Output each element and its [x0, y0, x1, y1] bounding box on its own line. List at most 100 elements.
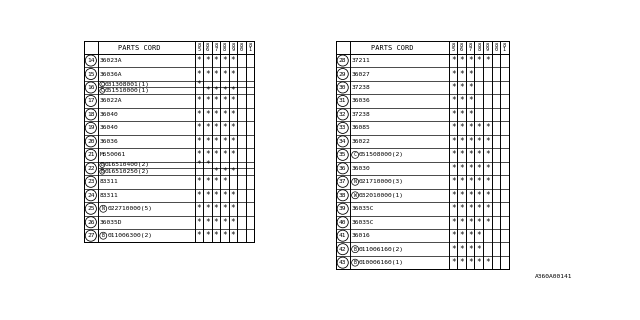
Text: 8
6: 8 6 [206, 43, 209, 52]
Text: *: * [205, 160, 210, 170]
Text: *: * [460, 124, 464, 132]
Text: 28: 28 [339, 58, 346, 63]
Text: 30: 30 [339, 85, 346, 90]
Text: 8
5: 8 5 [197, 43, 200, 52]
Text: *: * [460, 137, 464, 146]
Text: 011006300(2): 011006300(2) [107, 233, 152, 238]
Text: *: * [231, 86, 236, 95]
Text: *: * [468, 191, 472, 200]
Text: 32: 32 [339, 112, 346, 117]
Text: 16: 16 [87, 85, 95, 90]
Text: *: * [196, 137, 201, 146]
Text: *: * [460, 69, 464, 78]
Text: B: B [100, 163, 104, 167]
Text: *: * [485, 191, 490, 200]
Text: *: * [468, 231, 472, 240]
Text: 8
5: 8 5 [452, 43, 455, 52]
Text: *: * [485, 137, 490, 146]
Text: *: * [451, 137, 456, 146]
Text: *: * [476, 150, 481, 159]
Text: *: * [214, 231, 218, 240]
Text: *: * [468, 258, 472, 267]
Text: *: * [205, 86, 210, 95]
Text: 39: 39 [339, 206, 346, 211]
Text: *: * [451, 96, 456, 106]
Text: 25: 25 [87, 206, 95, 211]
Text: 016510250(2): 016510250(2) [105, 169, 150, 174]
Text: 42: 42 [339, 247, 346, 252]
Text: 24: 24 [87, 193, 95, 198]
Text: N: N [354, 179, 356, 184]
Text: *: * [222, 137, 227, 146]
Text: 20: 20 [87, 139, 95, 144]
Text: 31: 31 [339, 99, 346, 103]
Text: *: * [485, 177, 490, 186]
Text: *: * [205, 150, 210, 159]
Text: *: * [222, 167, 227, 176]
Text: 37211: 37211 [351, 58, 371, 63]
Text: 18: 18 [87, 112, 95, 117]
Text: *: * [222, 96, 227, 106]
Text: 35: 35 [339, 152, 346, 157]
Text: 17: 17 [87, 99, 95, 103]
Text: 36036A: 36036A [100, 71, 122, 76]
Text: 33: 33 [339, 125, 346, 131]
Text: M550061: M550061 [100, 152, 126, 157]
Text: *: * [231, 150, 236, 159]
Text: 36035C: 36035C [351, 220, 374, 225]
Text: *: * [196, 191, 201, 200]
Text: *: * [485, 124, 490, 132]
Text: *: * [451, 258, 456, 267]
Text: *: * [205, 96, 210, 106]
Text: *: * [231, 204, 236, 213]
Text: *: * [214, 56, 218, 65]
Text: *: * [468, 96, 472, 106]
Text: 29: 29 [339, 71, 346, 76]
Text: *: * [460, 96, 464, 106]
Text: *: * [460, 56, 464, 65]
Text: *: * [196, 124, 201, 132]
Text: 14: 14 [87, 58, 95, 63]
Text: *: * [205, 218, 210, 227]
Text: *: * [196, 56, 201, 65]
Text: *: * [214, 218, 218, 227]
Text: C: C [100, 82, 104, 87]
Text: *: * [222, 150, 227, 159]
Text: 8
0: 8 0 [240, 43, 243, 52]
Text: *: * [214, 124, 218, 132]
Text: *: * [468, 69, 472, 78]
Text: 021710000(3): 021710000(3) [359, 179, 404, 184]
Text: *: * [451, 218, 456, 227]
Text: *: * [476, 245, 481, 254]
Text: *: * [451, 56, 456, 65]
Text: *: * [460, 245, 464, 254]
Text: 41: 41 [339, 233, 346, 238]
Text: *: * [476, 258, 481, 267]
Text: *: * [222, 204, 227, 213]
Text: *: * [196, 96, 201, 106]
Text: 010006160(1): 010006160(1) [359, 260, 404, 265]
Text: *: * [468, 137, 472, 146]
Text: 031308001(1): 031308001(1) [105, 82, 150, 87]
Text: *: * [460, 191, 464, 200]
Text: *: * [205, 69, 210, 78]
Text: *: * [476, 204, 481, 213]
Text: W: W [354, 193, 356, 198]
Text: *: * [460, 83, 464, 92]
Text: *: * [214, 167, 218, 176]
Bar [84, 42, 254, 243]
Text: 016510400(2): 016510400(2) [105, 163, 150, 167]
Text: *: * [231, 218, 236, 227]
Text: 36022A: 36022A [100, 99, 122, 103]
Text: *: * [205, 177, 210, 186]
Text: *: * [196, 110, 201, 119]
Text: A360A00141: A360A00141 [534, 275, 572, 279]
Text: *: * [222, 218, 227, 227]
Text: *: * [460, 164, 464, 173]
Text: 36022: 36022 [351, 139, 371, 144]
Text: *: * [451, 191, 456, 200]
Text: *: * [451, 204, 456, 213]
Text: 26: 26 [87, 220, 95, 225]
Text: 36040: 36040 [100, 125, 118, 131]
Text: *: * [476, 218, 481, 227]
